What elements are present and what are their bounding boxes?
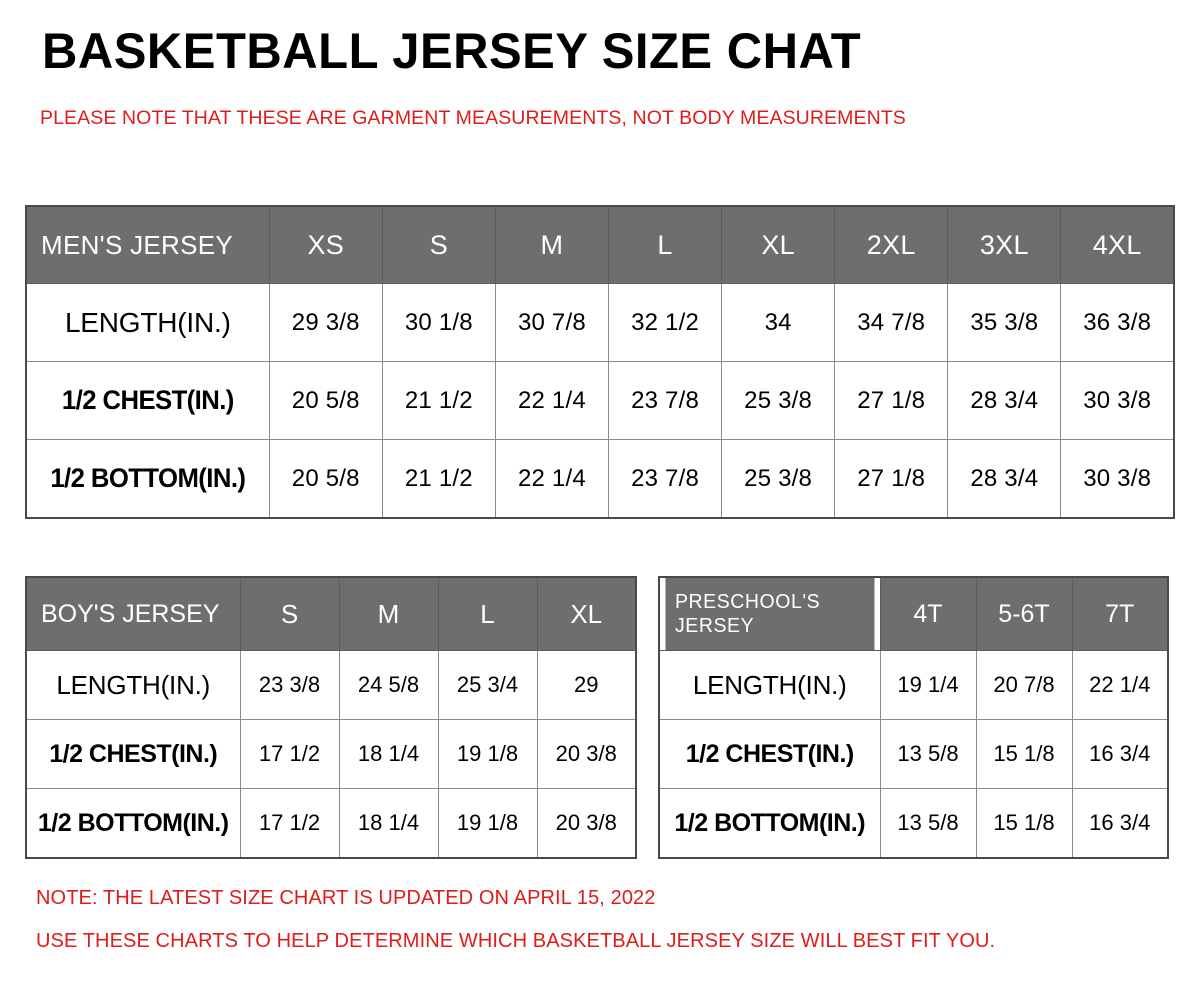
row-label-length: LENGTH(IN.) bbox=[25, 283, 270, 362]
cell-value: 30 3/8 bbox=[1060, 439, 1175, 519]
cell-value: 25 3/4 bbox=[437, 650, 538, 720]
preschool-jersey-size-table: PRESCHOOL'S JERSEY 4T 5-6T 7T LENGTH(IN.… bbox=[658, 576, 1169, 859]
column-header-s: S bbox=[381, 205, 496, 284]
cell-value: 15 1/8 bbox=[975, 719, 1073, 789]
cell-value: 23 7/8 bbox=[607, 439, 723, 519]
cell-value: 18 1/4 bbox=[338, 788, 439, 859]
cell-value: 16 3/4 bbox=[1071, 788, 1169, 859]
garment-measurement-note: PLEASE NOTE THAT THESE ARE GARMENT MEASU… bbox=[40, 107, 906, 129]
cell-value: 19 1/8 bbox=[437, 788, 538, 859]
cell-value: 28 3/4 bbox=[947, 361, 1062, 440]
column-header-xl: XL bbox=[536, 576, 637, 651]
cell-value: 28 3/4 bbox=[947, 439, 1062, 519]
column-header-l: L bbox=[437, 576, 538, 651]
row-label-half-bottom: 1/2 BOTTOM(IN.) bbox=[29, 439, 267, 519]
cell-value: 34 7/8 bbox=[834, 283, 949, 362]
row-label-length: LENGTH(IN.) bbox=[658, 650, 881, 720]
column-header-xl: XL bbox=[721, 205, 836, 284]
cell-value: 21 1/2 bbox=[381, 439, 496, 519]
cell-value: 20 5/8 bbox=[268, 439, 383, 519]
column-header-4xl: 4XL bbox=[1060, 205, 1175, 284]
table-row: 1/2 CHEST(IN.) 17 1/2 18 1/4 19 1/8 20 3… bbox=[25, 719, 637, 789]
row-label-half-chest: 1/2 CHEST(IN.) bbox=[25, 719, 241, 789]
cell-value: 25 3/8 bbox=[721, 361, 836, 440]
mens-table-title: MEN'S JERSEY bbox=[25, 205, 270, 284]
cell-value: 30 3/8 bbox=[1060, 361, 1175, 440]
row-label-half-bottom: 1/2 BOTTOM(IN.) bbox=[25, 788, 241, 859]
preschool-table-title: PRESCHOOL'S JERSEY bbox=[664, 576, 875, 651]
cell-value: 23 3/8 bbox=[239, 650, 340, 720]
cell-value: 13 5/8 bbox=[879, 719, 977, 789]
boys-jersey-size-table: BOY'S JERSEY S M L XL LENGTH(IN.) 23 3/8… bbox=[25, 576, 637, 859]
cell-value: 23 7/8 bbox=[607, 361, 723, 440]
column-header-l: L bbox=[607, 205, 723, 284]
table-header-row: PRESCHOOL'S JERSEY 4T 5-6T 7T bbox=[659, 576, 1169, 651]
column-header-2xl: 2XL bbox=[834, 205, 949, 284]
table-row: 1/2 BOTTOM(IN.) 13 5/8 15 1/8 16 3/4 bbox=[658, 788, 1169, 859]
cell-value: 15 1/8 bbox=[975, 788, 1073, 859]
cell-value: 29 bbox=[536, 650, 637, 720]
footer-note-usage: USE THESE CHARTS TO HELP DETERMINE WHICH… bbox=[36, 930, 996, 952]
cell-value: 17 1/2 bbox=[239, 788, 340, 859]
cell-value: 13 5/8 bbox=[879, 788, 977, 859]
cell-value: 16 3/4 bbox=[1071, 719, 1169, 789]
row-label-half-chest: 1/2 CHEST(IN.) bbox=[29, 361, 267, 440]
footer-notes: NOTE: THE LATEST SIZE CHART IS UPDATED O… bbox=[36, 888, 1156, 951]
cell-value: 27 1/8 bbox=[834, 361, 949, 440]
cell-value: 19 1/4 bbox=[879, 650, 977, 720]
cell-value: 27 1/8 bbox=[834, 439, 949, 519]
cell-value: 30 7/8 bbox=[494, 283, 609, 362]
mens-jersey-size-table: MEN'S JERSEY XS S M L XL 2XL 3XL 4XL LEN… bbox=[25, 205, 1175, 519]
table-row: 1/2 BOTTOM(IN.) 20 5/8 21 1/2 22 1/4 23 … bbox=[26, 439, 1175, 519]
cell-value: 22 1/4 bbox=[494, 361, 609, 440]
cell-value: 22 1/4 bbox=[1071, 650, 1169, 720]
row-label-length: LENGTH(IN.) bbox=[25, 650, 241, 720]
column-header-7t: 7T bbox=[1071, 576, 1169, 651]
table-header-row: MEN'S JERSEY XS S M L XL 2XL 3XL 4XL bbox=[25, 205, 1175, 284]
column-header-4t: 4T bbox=[879, 576, 977, 651]
cell-value: 20 3/8 bbox=[536, 719, 637, 789]
column-header-m: M bbox=[494, 205, 609, 284]
cell-value: 20 7/8 bbox=[975, 650, 1073, 720]
column-header-3xl: 3XL bbox=[947, 205, 1062, 284]
table-row: LENGTH(IN.) 23 3/8 24 5/8 25 3/4 29 bbox=[25, 650, 637, 720]
column-header-xs: XS bbox=[268, 205, 383, 284]
cell-value: 32 1/2 bbox=[607, 283, 723, 362]
column-header-s: S bbox=[239, 576, 340, 651]
cell-value: 24 5/8 bbox=[338, 650, 439, 720]
cell-value: 19 1/8 bbox=[437, 719, 538, 789]
table-row: 1/2 CHEST(IN.) 13 5/8 15 1/8 16 3/4 bbox=[658, 719, 1169, 789]
cell-value: 35 3/8 bbox=[947, 283, 1062, 362]
table-header-row: BOY'S JERSEY S M L XL bbox=[25, 576, 637, 651]
footer-note-updated: NOTE: THE LATEST SIZE CHART IS UPDATED O… bbox=[36, 887, 656, 909]
table-row: 1/2 BOTTOM(IN.) 17 1/2 18 1/4 19 1/8 20 … bbox=[25, 788, 637, 859]
column-header-m: M bbox=[338, 576, 439, 651]
cell-value: 21 1/2 bbox=[381, 361, 496, 440]
cell-value: 22 1/4 bbox=[494, 439, 609, 519]
boys-table-title: BOY'S JERSEY bbox=[25, 576, 241, 651]
cell-value: 20 5/8 bbox=[268, 361, 383, 440]
cell-value: 25 3/8 bbox=[721, 439, 836, 519]
table-row: LENGTH(IN.) 19 1/4 20 7/8 22 1/4 bbox=[658, 650, 1169, 720]
cell-value: 34 bbox=[721, 283, 836, 362]
cell-value: 17 1/2 bbox=[239, 719, 340, 789]
column-header-5-6t: 5-6T bbox=[975, 576, 1073, 651]
table-row: LENGTH(IN.) 29 3/8 30 1/8 30 7/8 32 1/2 … bbox=[25, 283, 1175, 362]
page-title: BASKETBALL JERSEY SIZE CHAT bbox=[42, 23, 862, 79]
table-row: 1/2 CHEST(IN.) 20 5/8 21 1/2 22 1/4 23 7… bbox=[26, 361, 1175, 440]
row-label-half-chest: 1/2 CHEST(IN.) bbox=[658, 719, 881, 789]
cell-value: 18 1/4 bbox=[338, 719, 439, 789]
cell-value: 30 1/8 bbox=[381, 283, 496, 362]
cell-value: 36 3/8 bbox=[1060, 283, 1175, 362]
cell-value: 20 3/8 bbox=[536, 788, 637, 859]
cell-value: 29 3/8 bbox=[268, 283, 383, 362]
row-label-half-bottom: 1/2 BOTTOM(IN.) bbox=[658, 788, 881, 859]
